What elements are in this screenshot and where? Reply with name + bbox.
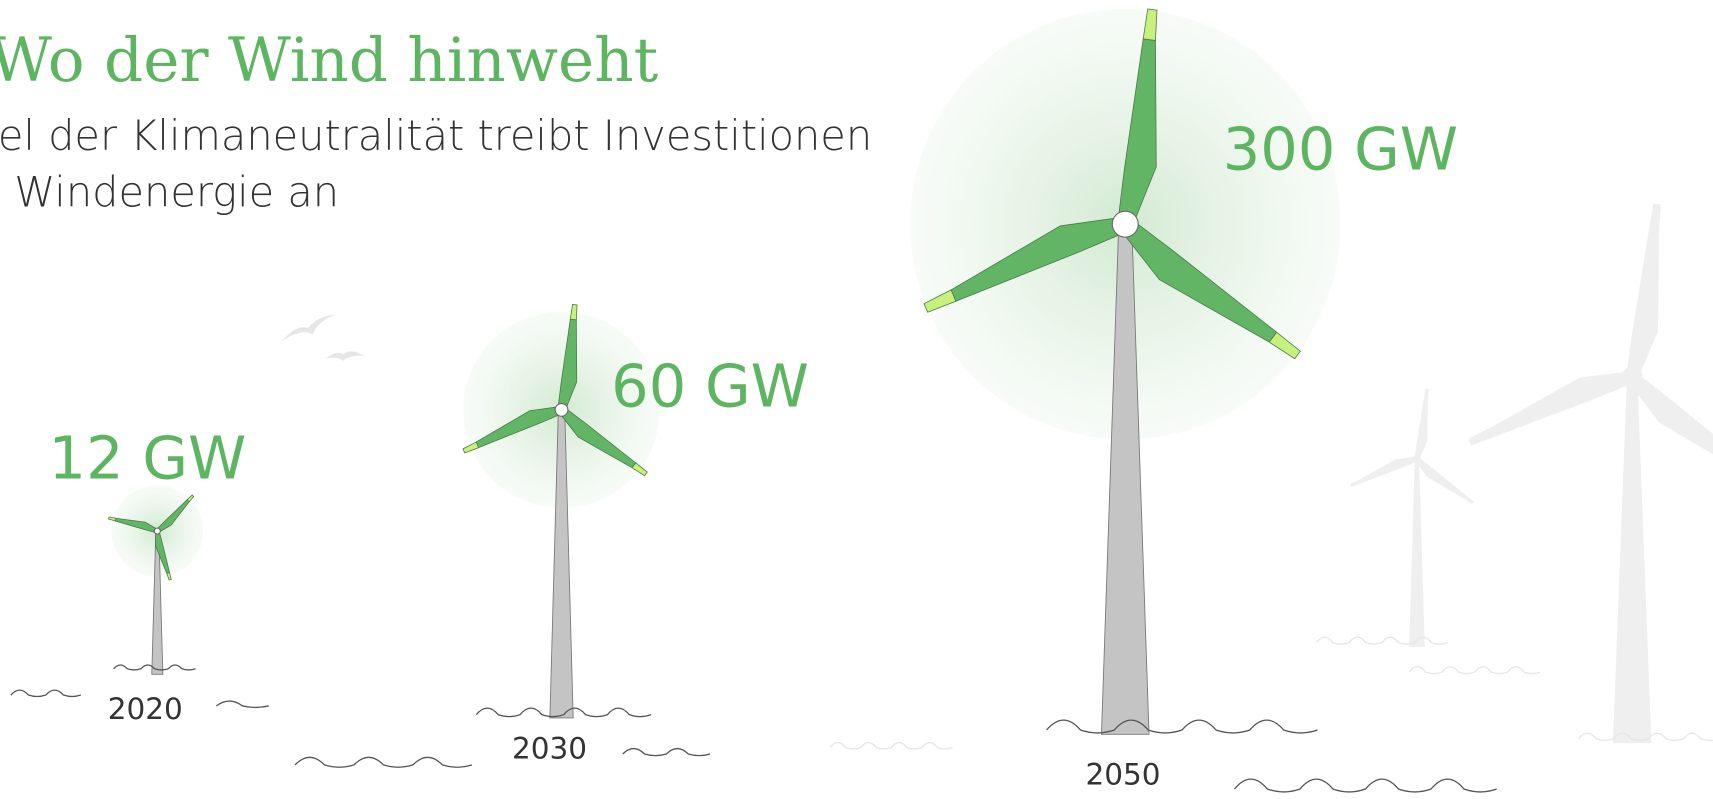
blade [1414, 388, 1434, 460]
turbine-group: 300 GW 2050 [910, 9, 1458, 792]
blade-tip [1350, 480, 1361, 487]
subtitle-line: Windenergie an [14, 168, 339, 217]
year-label: 2050 [1086, 758, 1161, 792]
turbine-group: 60 GW 2030 [459, 304, 809, 765]
bird [282, 315, 337, 341]
blade [1626, 203, 1675, 380]
page: Wo der Wind hinweht el der Klimaneutrali… [0, 0, 1713, 799]
capacity-label: 60 GW [611, 352, 809, 421]
wave [623, 749, 710, 756]
infographic: Wo der Wind hinweht el der Klimaneutrali… [0, 0, 1713, 799]
turbine-group: 12 GW 2020 [49, 424, 247, 726]
turbine [1348, 388, 1474, 647]
tower [1613, 377, 1651, 743]
wave [1047, 720, 1318, 733]
wave [1409, 667, 1540, 674]
wave [295, 757, 472, 767]
subtitle-line: el der Klimaneutralität treibt Investiti… [0, 111, 872, 160]
blade [1412, 457, 1474, 509]
hub [154, 528, 160, 534]
blade-body [1414, 398, 1433, 460]
title: Wo der Wind hinweht [0, 25, 659, 96]
hub [555, 404, 568, 417]
tower [1409, 459, 1425, 647]
hub [1622, 367, 1643, 388]
year-label: 2030 [512, 731, 587, 765]
blade-tip [1649, 203, 1662, 229]
blade-body [1626, 227, 1672, 379]
hub [1413, 455, 1422, 464]
capacity-label: 12 GW [49, 424, 247, 493]
bird [326, 351, 365, 360]
wave [216, 701, 268, 707]
year-label: 2020 [108, 692, 183, 726]
blade-tip [1464, 495, 1474, 504]
turbine [1463, 203, 1713, 743]
wave [1234, 779, 1496, 792]
blade-body [1486, 359, 1635, 439]
blade-body [1357, 452, 1417, 484]
wave [1316, 637, 1447, 644]
background-layer [11, 203, 1713, 792]
blade-tip [1468, 428, 1494, 446]
capacity-label: 300 GW [1223, 115, 1458, 184]
turbine [108, 485, 203, 674]
wave [830, 743, 952, 749]
blade [1348, 452, 1418, 488]
blade-tip [1424, 389, 1429, 399]
hub [1112, 211, 1138, 237]
wave [11, 690, 81, 696]
blade [1463, 359, 1635, 448]
blade-body [1412, 457, 1466, 503]
